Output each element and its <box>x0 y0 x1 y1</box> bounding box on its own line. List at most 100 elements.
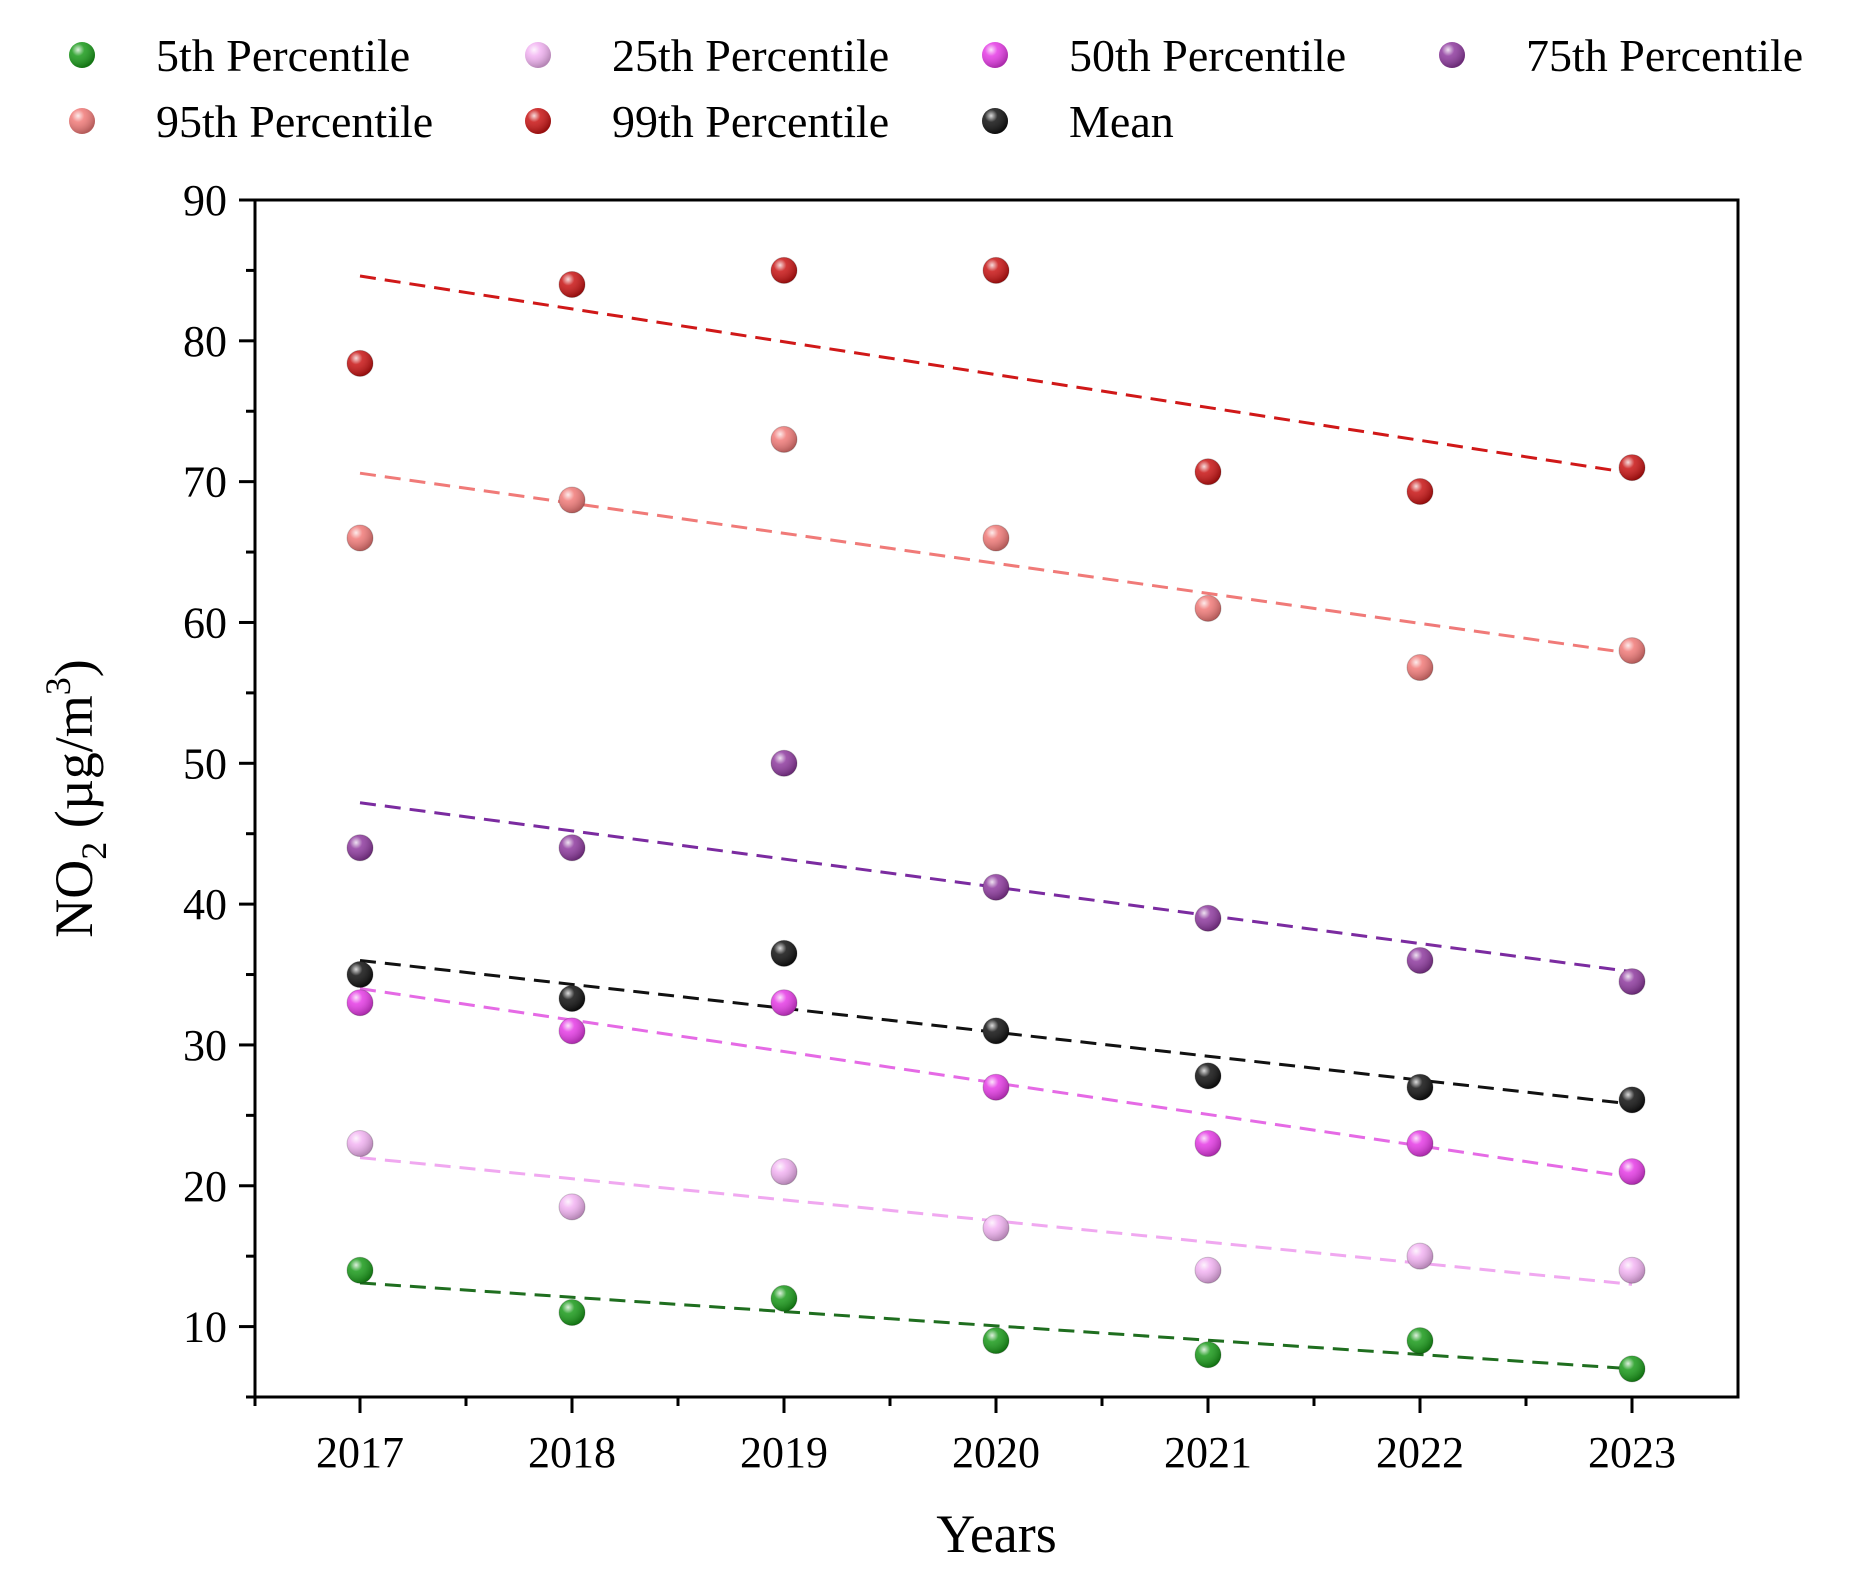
y-axis-title-main: NO <box>44 860 104 938</box>
y-tick-label: 60 <box>183 598 227 647</box>
y-axis-title-unit: (µg/m <box>44 695 104 842</box>
point-highlight <box>771 426 797 453</box>
y-tick-label: 20 <box>183 1162 227 1211</box>
legend-label: 75th Percentile <box>1526 30 1803 81</box>
point-highlight <box>1195 1257 1221 1284</box>
point-highlight <box>1619 637 1645 664</box>
legend-item-95th-percentile: 95th Percentile <box>69 96 433 147</box>
legend-label: 95th Percentile <box>156 96 433 147</box>
legend-marker-highlight <box>982 108 1008 134</box>
y-tick-label: 80 <box>183 317 227 366</box>
point-highlight <box>1407 1130 1433 1157</box>
legend-item-25th-percentile: 25th Percentile <box>525 30 889 81</box>
point-highlight <box>1619 1257 1645 1284</box>
y-tick-label: 40 <box>183 880 227 929</box>
x-tick-label: 2023 <box>1588 1428 1676 1477</box>
point-highlight <box>1195 1341 1221 1368</box>
point-highlight <box>1195 905 1221 932</box>
x-tick-label: 2019 <box>740 1428 828 1477</box>
point-highlight <box>771 940 797 967</box>
point-highlight <box>1407 1243 1433 1270</box>
legend-item-99th-percentile: 99th Percentile <box>525 96 889 147</box>
legend-item-mean: Mean <box>982 96 1174 147</box>
point-highlight <box>347 524 373 551</box>
point-highlight <box>347 834 373 861</box>
point-highlight <box>1619 968 1645 995</box>
x-axis-title: Years <box>936 1504 1057 1564</box>
legend-marker-highlight <box>525 42 551 68</box>
point-highlight <box>1407 1074 1433 1101</box>
legend-item-50th-percentile: 50th Percentile <box>982 30 1346 81</box>
x-tick-label: 2018 <box>528 1428 616 1477</box>
x-tick-label: 2022 <box>1376 1428 1464 1477</box>
point-highlight <box>1195 1130 1221 1157</box>
point-highlight <box>1619 1355 1645 1382</box>
point-highlight <box>559 834 585 861</box>
series-75th-percentile <box>346 749 1646 996</box>
trendlines <box>359 274 1633 1371</box>
series-mean <box>346 939 1646 1114</box>
x-tick-label: 2021 <box>1164 1428 1252 1477</box>
point-highlight <box>559 985 585 1012</box>
point-highlight <box>559 486 585 513</box>
legend-label: Mean <box>1069 96 1174 147</box>
point-highlight <box>771 1285 797 1312</box>
y-axis-title-unit-close: ) <box>44 659 104 677</box>
axes: 10 20 30 40 50 60 70 80 90 2017 2018 2019 2020 2021 20… <box>38 176 1740 1564</box>
y-tick-label: 50 <box>183 739 227 788</box>
point-highlight <box>983 524 1009 551</box>
point-highlight <box>1407 478 1433 505</box>
y-tick-label: 10 <box>183 1303 227 1352</box>
point-highlight <box>983 1215 1009 1242</box>
y-axis-title-superscript: 3 <box>38 677 78 695</box>
data-points <box>346 256 1646 1383</box>
point-highlight <box>771 257 797 284</box>
y-axis-title-subscript: 2 <box>74 842 114 860</box>
legend-marker-highlight <box>982 42 1008 68</box>
trendline-99th-percentile <box>359 274 1633 475</box>
trendline-5th-percentile <box>359 1281 1633 1371</box>
y-axis-title: NO2 (µg/m3) <box>38 659 114 938</box>
point-highlight <box>347 1130 373 1157</box>
point-highlight <box>559 1017 585 1044</box>
point-highlight <box>1407 654 1433 681</box>
legend-marker-highlight <box>69 108 95 134</box>
point-highlight <box>347 1257 373 1284</box>
point-highlight <box>347 961 373 988</box>
point-highlight <box>559 271 585 298</box>
point-highlight <box>1619 1158 1645 1185</box>
point-highlight <box>1407 947 1433 974</box>
point-highlight <box>771 1158 797 1185</box>
legend-item-5th-percentile: 5th Percentile <box>69 30 410 81</box>
trendline-75th-percentile <box>359 801 1633 974</box>
point-highlight <box>771 750 797 777</box>
series-5th-percentile <box>346 1256 1646 1383</box>
point-highlight <box>1407 1327 1433 1354</box>
series-50th-percentile <box>346 989 1646 1186</box>
legend-label: 5th Percentile <box>156 30 410 81</box>
point-highlight <box>1619 454 1645 481</box>
legend-marker-highlight <box>1439 42 1465 68</box>
point-highlight <box>559 1299 585 1326</box>
point-highlight <box>347 989 373 1016</box>
legend-label: 25th Percentile <box>612 30 889 81</box>
point-highlight <box>1195 458 1221 485</box>
legend-marker-highlight <box>525 108 551 134</box>
point-highlight <box>1195 595 1221 622</box>
point-highlight <box>347 350 373 377</box>
legend-item-75th-percentile: 75th Percentile <box>1439 30 1803 81</box>
x-tick-label: 2020 <box>952 1428 1040 1477</box>
point-highlight <box>983 1074 1009 1101</box>
trendline-95th-percentile <box>359 471 1633 655</box>
y-tick-label: 90 <box>183 176 227 225</box>
series-95th-percentile <box>346 425 1646 682</box>
y-tick-label: 30 <box>183 1021 227 1070</box>
legend-label: 99th Percentile <box>612 96 889 147</box>
point-highlight <box>559 1193 585 1220</box>
series-25th-percentile <box>346 1130 1646 1284</box>
point-highlight <box>983 1017 1009 1044</box>
legend-marker-highlight <box>69 42 95 68</box>
series-99th-percentile <box>346 256 1646 506</box>
